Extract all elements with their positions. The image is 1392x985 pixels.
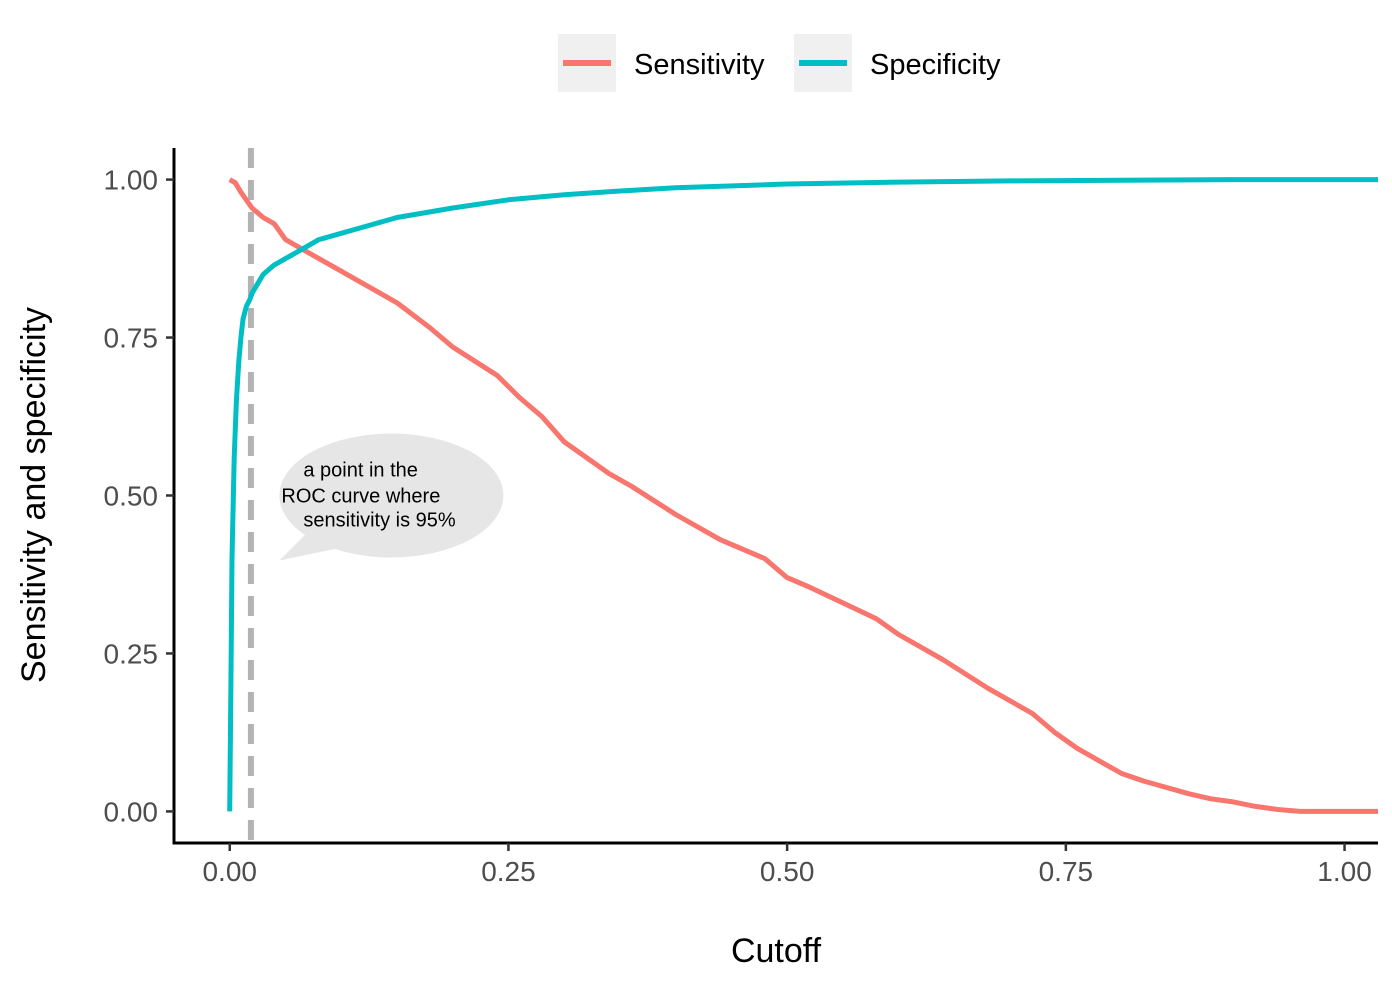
x-tick-label: 0.25 bbox=[481, 856, 536, 887]
y-axis-title: Sensitivity and specificity bbox=[15, 307, 53, 683]
legend-item-sensitivity: Sensitivity bbox=[558, 34, 765, 92]
legend-label: Specificity bbox=[870, 49, 1001, 81]
y-tick-label: 1.00 bbox=[104, 165, 159, 196]
x-tick-label: 1.00 bbox=[1317, 856, 1372, 887]
x-tick-label: 0.75 bbox=[1039, 856, 1094, 887]
y-tick-label: 0.25 bbox=[104, 638, 159, 669]
series-line-specificity bbox=[227, 177, 1378, 812]
legend-label: Sensitivity bbox=[634, 49, 765, 81]
annotation-line: sensitivity is 95% bbox=[303, 510, 455, 532]
annotation-bubble-tail bbox=[279, 530, 352, 561]
y-tick-label: 0.50 bbox=[104, 481, 159, 512]
legend-item-specificity: Specificity bbox=[794, 34, 1001, 92]
annotation-line: ROC curve where bbox=[281, 486, 440, 508]
y-tick-label: 0.75 bbox=[104, 323, 159, 354]
annotation: a point in the ROC curve wheresensitivity… bbox=[279, 433, 504, 561]
x-tick-label: 0.00 bbox=[202, 856, 257, 887]
series-layer bbox=[227, 177, 1378, 814]
y-tick-label: 0.00 bbox=[104, 796, 159, 827]
annotation-line: a point in the bbox=[303, 460, 418, 482]
x-axis-title: Cutoff bbox=[731, 932, 822, 970]
axes: 0.00 0.25 0.50 0.75 1.00 0.00 0.25 0.50 0.75 1.00 bbox=[104, 148, 1378, 887]
annotation-bubble bbox=[279, 433, 504, 558]
x-tick-label: 0.50 bbox=[760, 856, 815, 887]
series-line-sensitivity bbox=[228, 177, 1378, 814]
legend: Sensitivity Specificity bbox=[558, 34, 1001, 92]
